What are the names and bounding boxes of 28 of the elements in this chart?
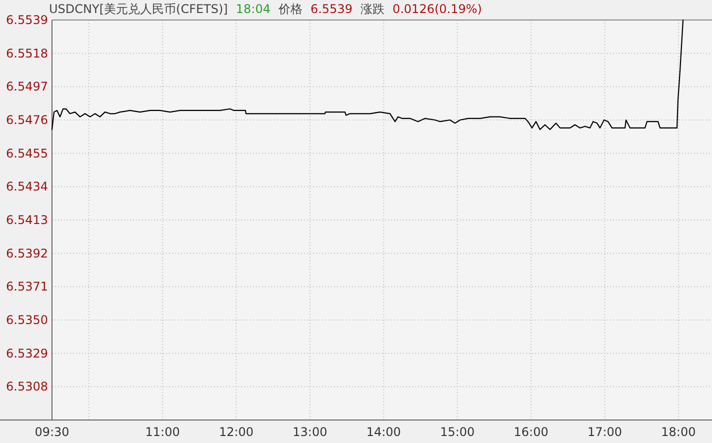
- x-tick-label: 13:00: [292, 425, 328, 439]
- text: 价格: [277, 2, 302, 16]
- text: 18:04: [236, 2, 270, 16]
- text: 涨跌: [360, 2, 384, 16]
- x-tick-label: 16:00: [514, 425, 548, 439]
- x-tick-label: 17:00: [587, 425, 622, 439]
- y-tick-label: 6.5518: [6, 46, 48, 60]
- y-tick-label: 6.5350: [6, 313, 48, 327]
- x-tick-label: 15:00: [440, 425, 475, 439]
- x-tick-label: 11:00: [145, 425, 180, 439]
- chart-title: USDCNY[美元兑人民币(CFETS)]: [49, 2, 228, 16]
- y-tick-label: 6.5413: [6, 213, 48, 227]
- y-tick-label: 6.5434: [6, 180, 48, 194]
- x-tick-label: 09:30: [34, 425, 70, 439]
- y-tick-label: 6.5308: [6, 380, 48, 394]
- x-tick-label: 18:00: [661, 425, 696, 439]
- y-tick-label: 6.5392: [6, 246, 48, 260]
- y-tick-label: 6.5371: [6, 280, 48, 294]
- y-tick-label: 6.5455: [6, 146, 48, 160]
- line-series: [51, 19, 684, 130]
- text: 0.0126(0.19%): [392, 2, 482, 16]
- text: 6.5539: [310, 2, 352, 16]
- y-tick-label: 6.5329: [6, 346, 48, 360]
- y-tick-label: 6.5539: [6, 13, 48, 27]
- y-tick-label: 6.5476: [6, 113, 48, 127]
- x-tick-label: 12:00: [218, 425, 254, 439]
- y-tick-label: 6.5497: [6, 80, 48, 94]
- x-tick-label: 14:00: [366, 425, 401, 439]
